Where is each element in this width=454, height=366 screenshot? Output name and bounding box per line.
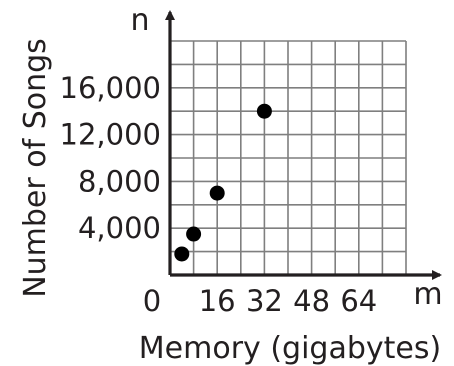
y-axis-title: Number of Songs (18, 38, 53, 298)
grid (169, 40, 407, 276)
x-tick-label: 0 (143, 284, 161, 318)
data-point (186, 226, 202, 242)
x-tick-label: 16 (199, 284, 236, 318)
x-tick-label: 64 (340, 284, 377, 318)
y-tick-label: 8,000 (78, 164, 161, 198)
y-tick-label: 12,000 (60, 118, 161, 152)
x-axis-letter: m (413, 277, 442, 312)
data-point (174, 246, 190, 262)
tick-labels: 0 16 32 48 64 4,000 8,000 12,000 16,000 (60, 71, 378, 318)
y-tick-label: 16,000 (60, 71, 161, 105)
data-point (209, 185, 225, 201)
x-axis-title: Memory (gigabytes) (139, 331, 441, 366)
x-tick-label: 48 (293, 284, 330, 318)
data-point (256, 103, 272, 119)
y-tick-label: 4,000 (78, 211, 161, 245)
data-points (174, 103, 272, 262)
x-tick-label: 32 (246, 284, 283, 318)
y-axis-letter: n (130, 3, 149, 38)
